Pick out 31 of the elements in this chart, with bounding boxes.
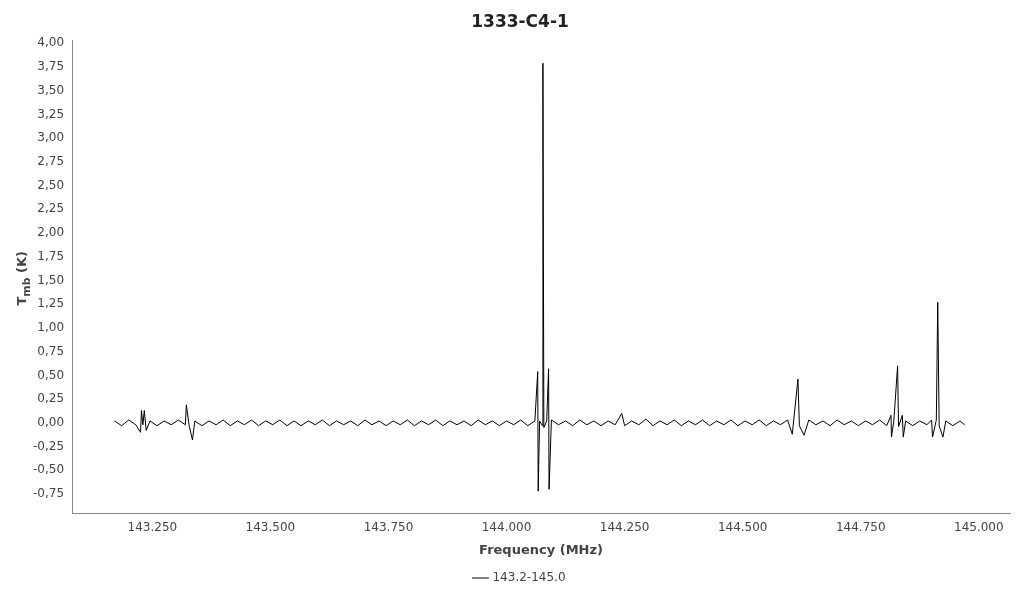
chart-title: 1333-C4-1 — [471, 10, 569, 31]
y-tick-label: 2,75 — [37, 154, 65, 168]
y-tick-label: 3,00 — [37, 130, 65, 145]
y-tick-label: 0,75 — [37, 343, 65, 358]
y-tick-label: 3,75 — [37, 59, 65, 74]
x-tick-label: 144.250 — [599, 520, 650, 535]
x-tick-label: 144.750 — [835, 520, 886, 535]
y-tick-label: 3,50 — [37, 82, 65, 97]
y-tick-label: 0,25 — [37, 391, 65, 406]
x-tick-label: 144.000 — [481, 520, 532, 535]
y-tick-label: 1,75 — [37, 248, 65, 263]
y-tick-label: 0,50 — [37, 367, 65, 382]
x-tick-label: 143.500 — [245, 520, 296, 535]
legend-label: 143.2-145.0 — [492, 570, 566, 585]
x-tick-label: 143.750 — [363, 520, 414, 535]
x-tick-label: 143.250 — [127, 520, 178, 535]
y-tick-label: -0,75 — [32, 486, 65, 501]
y-tick-label: 1,50 — [37, 272, 65, 287]
x-tick-label: 145.000 — [954, 520, 1004, 535]
y-tick-label: 4,00 — [37, 35, 65, 50]
y-tick-label: 1,00 — [37, 320, 65, 335]
y-tick-label: 2,00 — [37, 225, 65, 240]
y-tick-label: 0,00 — [37, 414, 65, 429]
y-tick-label: 2,25 — [37, 201, 65, 216]
y-tick-label: 2,50 — [37, 177, 65, 192]
x-tick-label: 144.500 — [717, 520, 768, 535]
y-tick-label: 1,25 — [37, 296, 65, 311]
y-tick-label: -0,25 — [32, 438, 65, 453]
y-tick-label: 3,25 — [37, 106, 65, 121]
x-axis-title: Frequency (MHz) — [479, 541, 603, 557]
y-tick-label: -0,50 — [32, 462, 65, 477]
